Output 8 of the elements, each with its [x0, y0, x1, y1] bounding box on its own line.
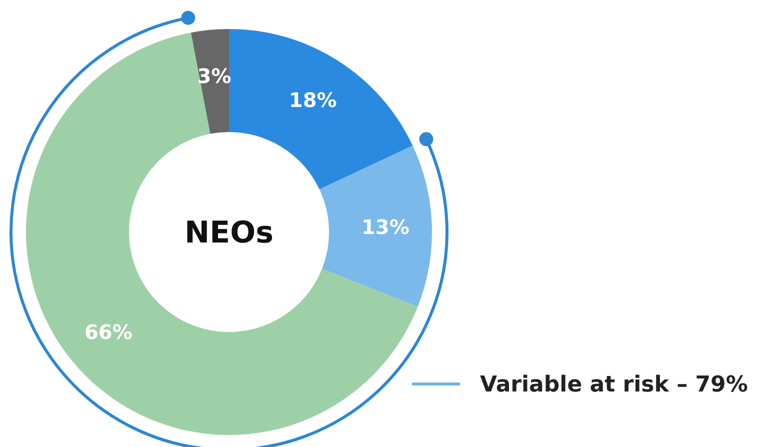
- data-label: 18%: [288, 88, 337, 112]
- donut-slice: [319, 146, 432, 307]
- data-label: 66%: [84, 320, 132, 344]
- text: Variable at risk – 79%: [480, 372, 748, 398]
- donut-slice: [229, 29, 413, 190]
- text: NEOs: [184, 216, 274, 250]
- data-label: 13%: [361, 215, 410, 240]
- donut-slice: [26, 32, 418, 435]
